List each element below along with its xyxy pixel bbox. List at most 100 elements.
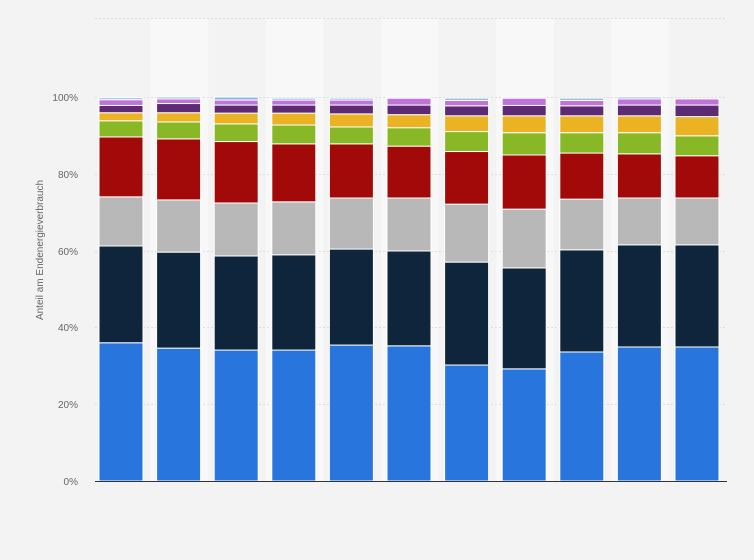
bar-segment-series-1[interactable] [444, 364, 490, 482]
bar-segment-series-7[interactable] [501, 104, 547, 117]
bar-segment-series-5[interactable] [386, 127, 432, 147]
bar-segment-series-6[interactable] [156, 112, 202, 123]
bar-segment-series-6[interactable] [674, 116, 720, 137]
bar-segment-series-1[interactable] [501, 368, 547, 482]
bar-segment-series-3[interactable] [213, 202, 259, 257]
bar-segment-series-9[interactable] [386, 96, 432, 99]
bar-segment-series-3[interactable] [156, 199, 202, 253]
bar-segment-series-8[interactable] [559, 99, 605, 107]
bar-segment-series-8[interactable] [98, 99, 144, 106]
bar-segment-series-6[interactable] [616, 115, 662, 134]
bar-segment-series-1[interactable] [156, 347, 202, 482]
bar-segment-series-4[interactable] [328, 143, 374, 199]
bar-segment-series-6[interactable] [213, 112, 259, 125]
bar-segment-series-5[interactable] [213, 123, 259, 143]
bar-segment-series-1[interactable] [271, 349, 317, 482]
bar-segment-series-9[interactable] [616, 96, 662, 100]
bar-segment-series-7[interactable] [213, 104, 259, 114]
bar-stack [444, 97, 490, 482]
bar-segment-series-4[interactable] [156, 138, 202, 201]
bar-segment-series-7[interactable] [328, 104, 374, 115]
bar-segment-series-3[interactable] [559, 198, 605, 251]
bar-segment-series-7[interactable] [674, 104, 720, 118]
bar-segment-series-4[interactable] [271, 143, 317, 203]
bar-segment-series-7[interactable] [156, 103, 202, 114]
bar-segment-series-9[interactable] [559, 97, 605, 101]
bar-segment-series-2[interactable] [616, 244, 662, 348]
bar-segment-series-8[interactable] [213, 99, 259, 106]
bar-segment-series-9[interactable] [444, 97, 490, 101]
bar-segment-series-9[interactable] [501, 96, 547, 99]
bar-segment-series-7[interactable] [559, 105, 605, 117]
bar-segment-series-4[interactable] [501, 154, 547, 210]
bar-segment-series-8[interactable] [328, 99, 374, 106]
bar-segment-series-3[interactable] [501, 208, 547, 269]
bar-segment-series-5[interactable] [616, 132, 662, 155]
bar-segment-series-5[interactable] [674, 135, 720, 157]
bar-segment-series-6[interactable] [501, 115, 547, 134]
bar-segment-series-2[interactable] [98, 245, 144, 344]
bar-segment-series-1[interactable] [98, 342, 144, 482]
bar-segment-series-7[interactable] [616, 104, 662, 117]
bar-segment-series-4[interactable] [98, 136, 144, 198]
bar-segment-series-2[interactable] [328, 248, 374, 346]
bar-segment-series-6[interactable] [271, 112, 317, 126]
bar-segment-series-2[interactable] [156, 251, 202, 349]
bar-segment-series-3[interactable] [386, 197, 432, 252]
bar-segment-series-1[interactable] [328, 344, 374, 482]
bar-segment-series-2[interactable] [501, 267, 547, 370]
bar-segment-series-2[interactable] [559, 249, 605, 353]
bar-segment-series-9[interactable] [271, 97, 317, 101]
bar-segment-series-3[interactable] [444, 203, 490, 263]
bar-segment-series-8[interactable] [444, 99, 490, 107]
bar-segment-series-9[interactable] [98, 97, 144, 101]
bar-segment-series-4[interactable] [674, 155, 720, 199]
bar-stack [213, 96, 259, 482]
bar-segment-series-2[interactable] [271, 254, 317, 351]
bar-segment-series-3[interactable] [328, 197, 374, 250]
bar-segment-series-9[interactable] [156, 96, 202, 100]
bar-segment-series-5[interactable] [559, 132, 605, 154]
bar-segment-series-7[interactable] [444, 105, 490, 117]
bar-segment-series-6[interactable] [98, 112, 144, 122]
bar-segment-series-2[interactable] [213, 255, 259, 351]
bar-segment-series-4[interactable] [444, 151, 490, 205]
bar-segment-series-2[interactable] [444, 261, 490, 366]
bar-segment-series-1[interactable] [616, 346, 662, 482]
bar-segment-series-5[interactable] [444, 131, 490, 153]
bar-segment-series-7[interactable] [271, 104, 317, 114]
bar-segment-series-4[interactable] [386, 145, 432, 199]
bar-segment-series-2[interactable] [674, 244, 720, 348]
bar-segment-series-3[interactable] [98, 196, 144, 247]
bar-segment-series-8[interactable] [674, 98, 720, 106]
bar-segment-series-8[interactable] [271, 99, 317, 106]
bar-segment-series-5[interactable] [328, 126, 374, 145]
bar-segment-series-9[interactable] [213, 96, 259, 101]
bar-segment-series-3[interactable] [271, 201, 317, 256]
bar-segment-series-7[interactable] [98, 104, 144, 114]
bar-segment-series-5[interactable] [501, 132, 547, 156]
bar-segment-series-5[interactable] [156, 121, 202, 140]
bar-segment-series-6[interactable] [328, 113, 374, 128]
bar-segment-series-3[interactable] [674, 197, 720, 246]
bar-segment-series-4[interactable] [616, 153, 662, 199]
bar-segment-series-2[interactable] [386, 250, 432, 347]
bar-segment-series-9[interactable] [328, 97, 374, 101]
bar-segment-series-4[interactable] [213, 141, 259, 204]
bar-segment-series-1[interactable] [386, 345, 432, 482]
bar-segment-series-6[interactable] [386, 114, 432, 129]
bar-segment-series-4[interactable] [559, 152, 605, 200]
bar-segment-series-7[interactable] [386, 104, 432, 116]
bar-segment-series-1[interactable] [674, 346, 720, 482]
bar-segment-series-6[interactable] [559, 115, 605, 134]
bar-segment-series-8[interactable] [386, 97, 432, 106]
bar-segment-series-1[interactable] [213, 349, 259, 482]
bar-segment-series-8[interactable] [156, 98, 202, 105]
bar-segment-series-1[interactable] [559, 351, 605, 482]
bar-segment-series-5[interactable] [98, 120, 144, 138]
bar-segment-series-8[interactable] [616, 98, 662, 106]
bar-segment-series-3[interactable] [616, 197, 662, 246]
bar-segment-series-6[interactable] [444, 115, 490, 133]
bar-segment-series-8[interactable] [501, 97, 547, 106]
bar-segment-series-5[interactable] [271, 124, 317, 145]
